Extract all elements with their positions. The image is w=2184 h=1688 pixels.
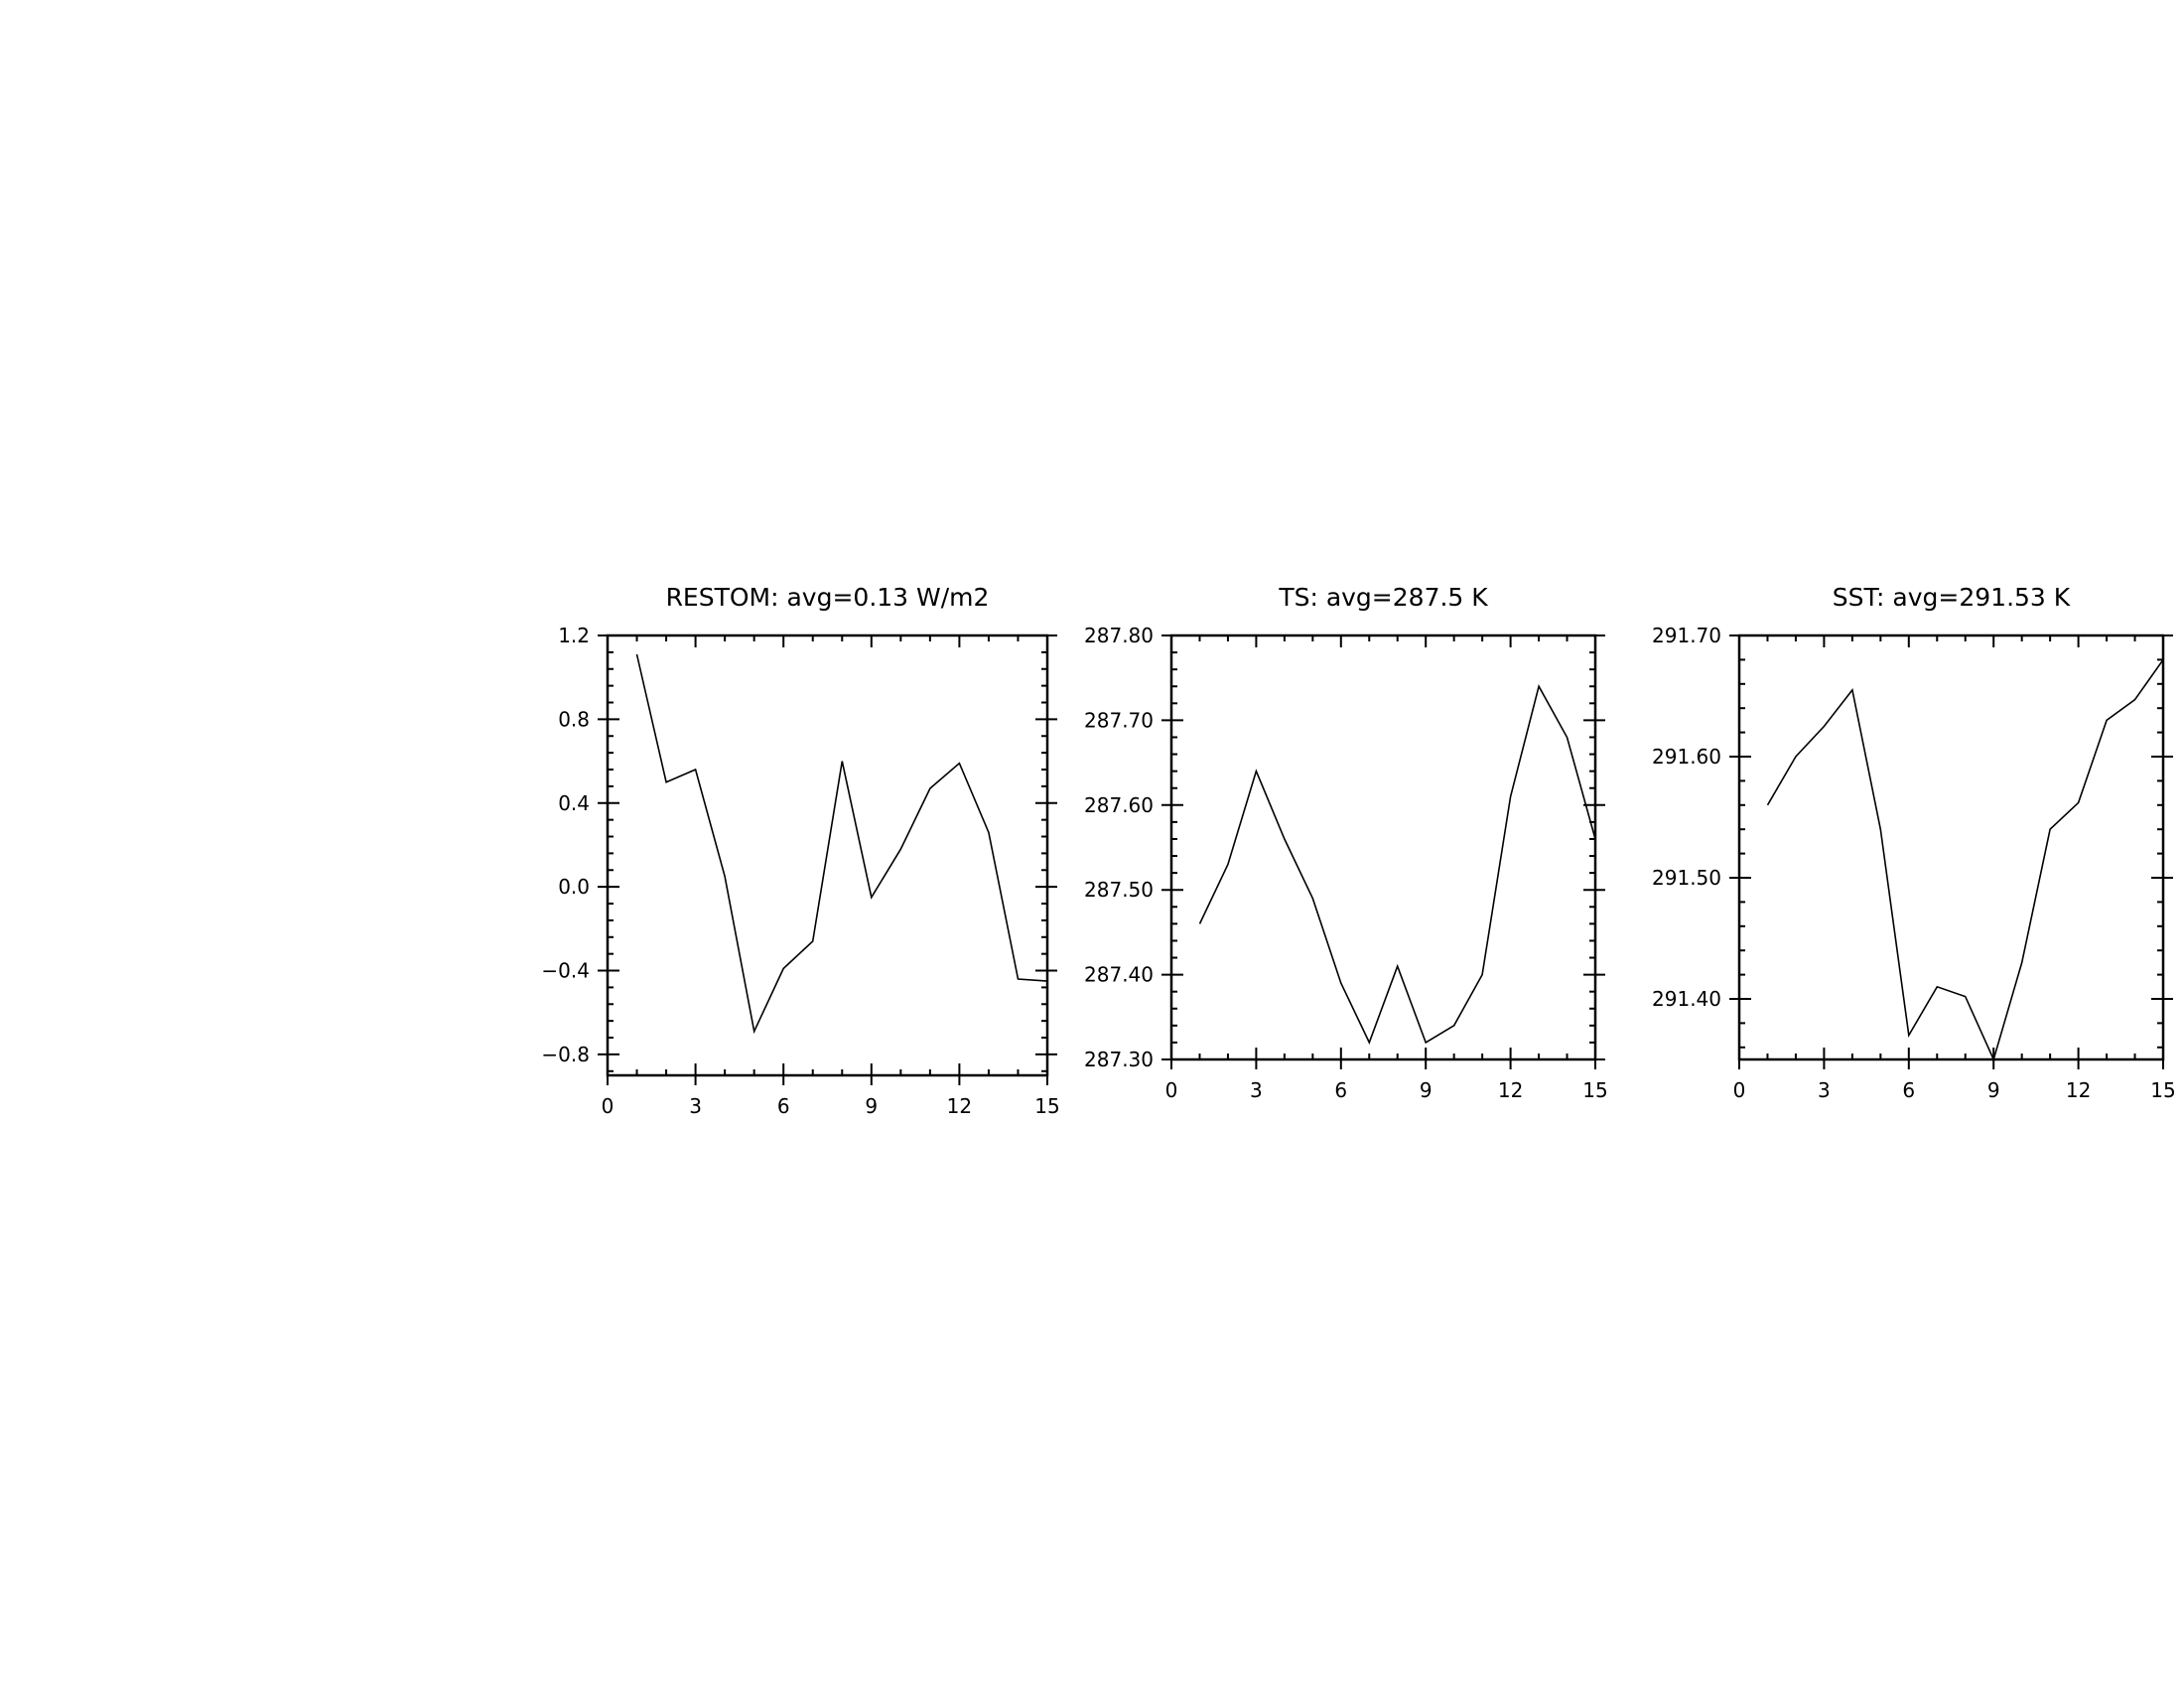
series-line-1 [1198,684,1596,1045]
plot-frame [1169,633,1597,1061]
x-tick-label: 3 [689,1094,702,1118]
y-tick-label: 287.70 [1084,708,1154,732]
x-tick-label: 6 [777,1094,790,1118]
x-tick-label: 3 [1818,1078,1831,1102]
x-tick-label: 9 [1420,1078,1433,1102]
x-tick-label: 6 [1334,1078,1347,1102]
x-tick-label: 0 [1165,1078,1178,1102]
y-tick-label: 291.60 [1652,745,1721,769]
y-tick-label: −0.8 [541,1043,590,1066]
x-tick-label: 15 [2150,1078,2175,1102]
y-tick-label: 0.4 [558,791,590,815]
y-tick-label: −0.4 [541,959,590,983]
y-tick-label: 1.2 [558,624,590,647]
series-line-1 [635,653,1048,1035]
y-tick-label: 0.8 [558,707,590,731]
chart-panel-3: SST: avg=291.53 K 0 3 6 9 12 15 291.70 291.60 291… [1652,583,2176,1102]
x-tick-label: 12 [947,1094,972,1118]
chart-title: RESTOM: avg=0.13 W/m2 [666,583,990,612]
x-tick-label: 12 [1498,1078,1523,1102]
x-tick-label: 12 [2066,1078,2091,1102]
plot-frame [1737,633,2165,1061]
x-tick-label: 9 [865,1094,878,1118]
y-tick-label: 287.40 [1084,963,1154,987]
y-tick-label: 287.80 [1084,624,1154,647]
chart-title: SST: avg=291.53 K [1833,583,2071,612]
y-tick-label: 287.30 [1084,1048,1154,1071]
y-tick-label: 287.60 [1084,793,1154,817]
x-tick-label: 0 [1733,1078,1746,1102]
plot-frame [606,633,1049,1077]
x-tick-label: 0 [602,1094,614,1118]
x-tick-label: 15 [1582,1078,1607,1102]
chart-title: TS: avg=287.5 K [1278,583,1488,612]
series-line-1 [1766,658,2164,1062]
x-tick-label: 3 [1250,1078,1263,1102]
x-tick-label: 6 [1902,1078,1915,1102]
x-tick-label: 9 [1987,1078,2000,1102]
chart-panel-1: RESTOM: avg=0.13 W/m2 0 3 6 9 12 15 1.2 0.8 0.4 0.… [541,583,1059,1118]
y-tick-label: 287.50 [1084,878,1154,902]
y-tick-label: 291.50 [1652,866,1721,890]
y-tick-label: 0.0 [558,875,590,899]
y-tick-label: 291.70 [1652,624,1721,647]
y-tick-label: 291.40 [1652,987,1721,1011]
chart-panel-2: TS: avg=287.5 K 0 3 6 9 12 15 287.80 287.70 287.6… [1084,583,1608,1102]
x-tick-label: 15 [1034,1094,1059,1118]
